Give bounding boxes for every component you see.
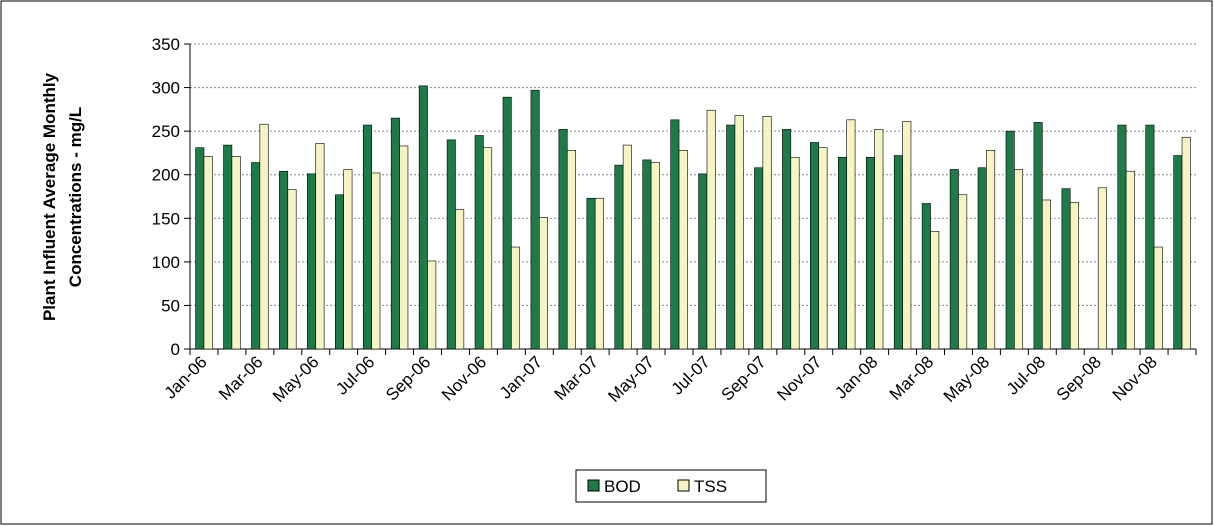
bar <box>846 119 856 350</box>
bar <box>223 144 233 350</box>
bar <box>865 156 875 350</box>
bar <box>399 145 409 350</box>
y-tick-label: 150 <box>152 209 180 228</box>
bar <box>251 162 261 350</box>
legend-label: BOD <box>604 477 641 496</box>
bar <box>986 150 996 350</box>
y-tick-label: 250 <box>152 122 180 141</box>
bar <box>678 150 688 350</box>
bar <box>1097 187 1107 350</box>
bar <box>502 96 512 350</box>
bar <box>203 156 213 350</box>
bar <box>1153 246 1163 350</box>
y-tick-label: 50 <box>161 296 180 315</box>
bar <box>455 209 465 350</box>
bar <box>1042 199 1051 350</box>
bar <box>902 121 912 350</box>
bar <box>418 85 428 350</box>
bar <box>958 194 968 350</box>
y-tick-label: 350 <box>152 35 180 54</box>
bar <box>790 156 800 350</box>
bar <box>483 147 493 350</box>
y-axis-title: Plant Influent Average Monthly Concentra… <box>40 72 85 321</box>
bar <box>893 155 903 350</box>
bar <box>706 109 716 350</box>
bar <box>670 119 680 350</box>
bar <box>1181 136 1191 350</box>
bar <box>1145 124 1155 350</box>
bar <box>782 129 792 350</box>
bar <box>921 203 931 350</box>
bar <box>195 147 205 350</box>
bar <box>650 162 660 350</box>
bar <box>371 172 381 350</box>
bar <box>642 159 652 350</box>
y-axis-title-line: Concentrations - mg/L <box>66 107 85 287</box>
legend-box <box>575 469 767 503</box>
bar <box>566 150 576 350</box>
bar <box>231 156 241 350</box>
bar <box>474 135 484 350</box>
legend-label: TSS <box>694 477 727 496</box>
bar <box>1033 122 1043 350</box>
bar <box>511 246 521 350</box>
bar <box>427 260 437 350</box>
bar <box>874 129 884 350</box>
bar <box>734 115 744 350</box>
bar <box>1069 202 1079 350</box>
bar <box>1125 170 1135 350</box>
bar <box>1117 124 1127 350</box>
bar <box>810 142 820 350</box>
bar <box>343 169 353 350</box>
legend-swatch <box>587 479 600 492</box>
bar <box>762 116 772 350</box>
legend-swatch <box>677 479 690 492</box>
bar <box>754 167 764 350</box>
bar <box>1173 155 1183 350</box>
bar <box>390 117 400 350</box>
bar <box>307 173 317 350</box>
bar <box>446 139 456 350</box>
bar <box>594 197 604 350</box>
bar <box>930 231 940 350</box>
bar <box>1061 188 1071 350</box>
bar <box>279 170 289 350</box>
bar <box>698 173 708 350</box>
bar <box>622 144 632 350</box>
bar <box>558 129 568 350</box>
bar <box>530 89 540 350</box>
bar <box>949 169 959 350</box>
y-tick-label: 100 <box>152 253 180 272</box>
bar <box>726 124 736 350</box>
bar <box>1014 169 1024 350</box>
bar <box>335 194 344 350</box>
bar <box>287 189 297 350</box>
bar <box>586 197 596 350</box>
y-axis-title-line: Plant Influent Average Monthly <box>40 72 59 321</box>
y-tick-label: 300 <box>152 79 180 98</box>
bar <box>315 143 325 350</box>
bar <box>362 124 372 350</box>
y-tick-label: 0 <box>171 340 180 359</box>
bar <box>614 164 624 350</box>
bar <box>838 156 847 350</box>
bar <box>539 217 548 350</box>
bar <box>259 123 269 350</box>
bar <box>1005 130 1015 350</box>
bar <box>977 167 987 350</box>
y-tick-label: 200 <box>152 166 180 185</box>
bar <box>818 147 828 350</box>
